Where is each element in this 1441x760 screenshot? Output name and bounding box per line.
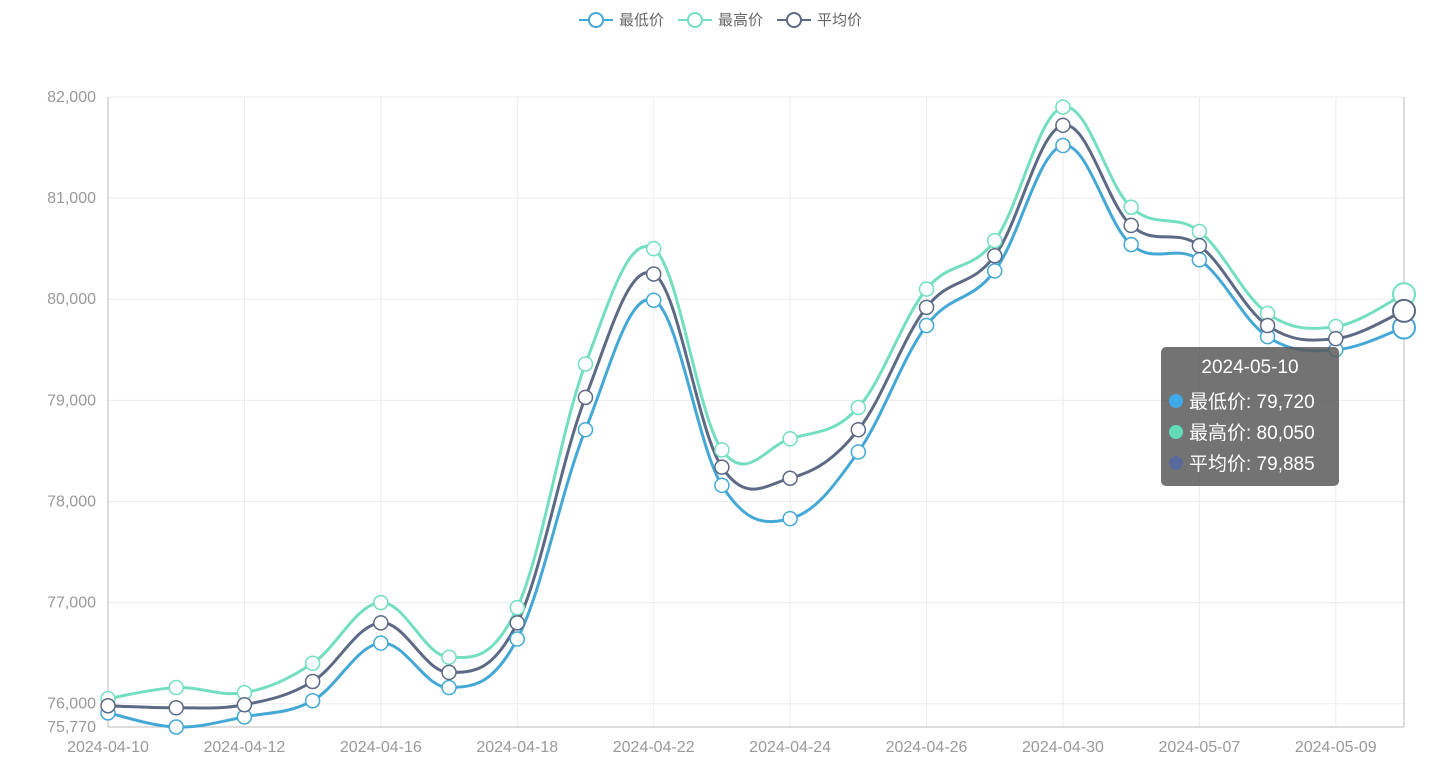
legend-line-circle-icon (677, 11, 712, 28)
y-tick-label: 75,770 (47, 719, 96, 736)
y-tick-label: 82,000 (47, 89, 96, 106)
data-point (1328, 330, 1344, 347)
data-point (1055, 137, 1071, 154)
data-point (441, 649, 457, 665)
legend-label: 平均价 (817, 12, 863, 29)
data-point (577, 356, 594, 372)
legend: 最低价 最高价 平均价 (0, 9, 1441, 30)
data-point (850, 421, 867, 438)
data-point (1259, 317, 1276, 334)
data-point (714, 477, 730, 494)
data-point (714, 459, 730, 475)
tooltip-dot-icon (1169, 424, 1183, 439)
tooltip: 2024-05-10 最低价: 79,720 最高价: 80,050 平均价: … (1161, 347, 1339, 486)
x-tick-label: 2024-04-30 (1022, 739, 1104, 756)
data-point (236, 697, 253, 713)
x-tick-label: 2024-05-07 (1158, 739, 1240, 756)
series-line (107, 123, 1405, 710)
tooltip-dot-icon (1169, 455, 1183, 470)
data-point (100, 698, 116, 714)
data-point (304, 655, 321, 672)
legend-line-circle-icon (578, 11, 613, 28)
tooltip-row: 平均价: 79,885 (1169, 447, 1331, 478)
tooltip-title: 2024-05-10 (1201, 357, 1299, 378)
legend-label: 最高价 (717, 12, 763, 29)
y-tick-label: 81,000 (47, 190, 96, 207)
x-tick-label: 2024-04-26 (886, 739, 968, 756)
data-point (1123, 217, 1139, 234)
data-point (782, 470, 798, 486)
data-point (509, 615, 526, 631)
data-point (509, 631, 526, 647)
data-point (1123, 199, 1139, 215)
data-point (1191, 237, 1208, 254)
data-point (1191, 252, 1208, 268)
data-point (304, 692, 321, 709)
data-point (986, 263, 1003, 279)
data-point (918, 317, 935, 334)
x-tick-label: 2024-04-22 (613, 739, 695, 756)
legend-line-circle-icon (777, 11, 811, 28)
series-line (107, 144, 1405, 729)
data-point (1055, 99, 1071, 115)
tooltip-row-label: 最低价: 79,720 (1189, 392, 1315, 413)
data-point (782, 431, 798, 447)
data-point (782, 510, 798, 527)
data-point (577, 389, 594, 406)
data-point (918, 281, 935, 297)
data-point (304, 673, 321, 690)
data-point (1191, 223, 1208, 240)
tooltip-row: 最低价: 79,720 (1169, 385, 1331, 416)
x-tick-label: 2024-04-18 (476, 739, 558, 756)
y-tick-label: 79,000 (47, 392, 96, 409)
data-point (168, 679, 184, 696)
data-point (373, 615, 389, 631)
data-point (850, 399, 867, 416)
x-tick-label: 2024-04-24 (749, 739, 831, 756)
legend-label: 最低价 (618, 12, 664, 29)
data-point (1392, 298, 1416, 323)
x-tick-label: 2024-04-12 (203, 739, 285, 756)
data-point (986, 232, 1003, 249)
data-point (714, 442, 730, 458)
tooltip-row: 最高价: 80,050 (1169, 416, 1331, 447)
data-point (1123, 236, 1139, 253)
tooltip-row-label: 最高价: 80,050 (1189, 423, 1315, 444)
data-point (441, 664, 457, 681)
x-tick-label: 2024-04-10 (67, 739, 149, 756)
legend-item[interactable]: 平均价 (777, 9, 862, 30)
data-point (1055, 117, 1071, 134)
data-point (441, 679, 457, 696)
data-point (168, 700, 184, 716)
y-tick-label: 78,000 (47, 493, 96, 510)
legend-item[interactable]: 最低价 (578, 9, 664, 30)
data-point (168, 719, 184, 735)
data-point (986, 248, 1003, 264)
data-point (850, 444, 867, 460)
tooltip-dot-icon (1169, 393, 1183, 408)
legend-item[interactable]: 最高价 (677, 9, 763, 30)
data-point (645, 240, 662, 257)
y-tick-label: 76,000 (47, 696, 96, 713)
x-tick-label: 2024-04-16 (340, 739, 422, 756)
data-point (373, 594, 389, 611)
y-tick-label: 77,000 (47, 595, 96, 612)
data-point (645, 292, 662, 309)
x-tick-label: 2024-05-09 (1295, 739, 1377, 756)
tooltip-row-label: 平均价: 79,885 (1189, 454, 1315, 475)
y-tick-label: 80,000 (47, 291, 96, 308)
data-point (645, 266, 662, 282)
series-line (107, 105, 1405, 701)
data-point (918, 299, 935, 316)
data-point (577, 421, 594, 438)
data-point (509, 599, 526, 616)
data-point (373, 635, 389, 651)
